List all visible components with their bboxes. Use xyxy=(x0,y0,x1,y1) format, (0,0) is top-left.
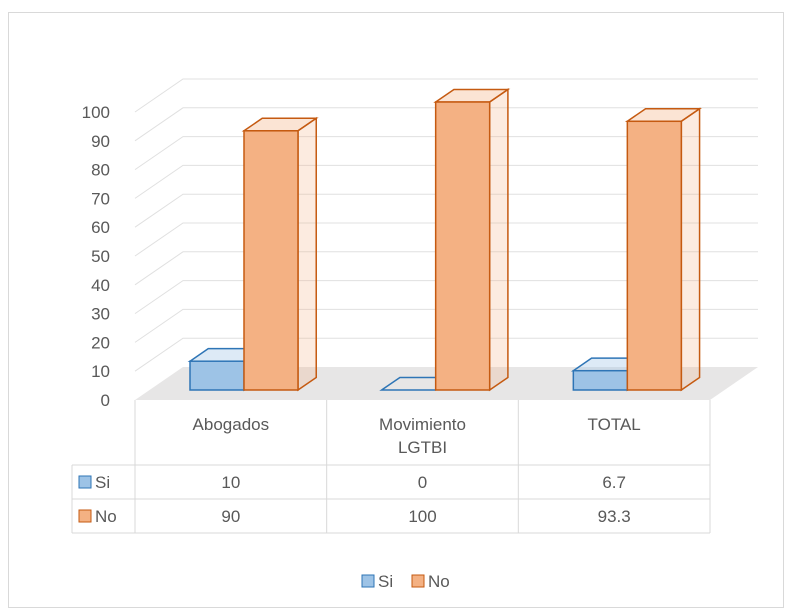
gridline xyxy=(134,308,758,343)
table-value: 100 xyxy=(408,507,436,526)
table-value: 10 xyxy=(221,473,240,492)
gridline xyxy=(134,164,758,199)
table-series-label: No xyxy=(95,507,117,526)
legend-label: Si xyxy=(378,572,393,591)
bar-front xyxy=(243,130,299,391)
table-legend-key xyxy=(78,475,92,489)
table-value: 6.7 xyxy=(602,473,626,492)
table-value: 93.3 xyxy=(598,507,631,526)
y-tick-label: 30 xyxy=(91,305,110,324)
y-tick-label: 10 xyxy=(91,362,110,381)
gridline xyxy=(134,136,758,171)
y-tick-label: 20 xyxy=(91,333,110,352)
y-tick-label: 50 xyxy=(91,247,110,266)
y-tick-label: 40 xyxy=(91,276,110,295)
legend-key xyxy=(411,574,425,588)
bar-side xyxy=(680,107,701,392)
bar-no-0 xyxy=(241,116,319,392)
y-tick-label: 100 xyxy=(82,103,110,122)
y-tick-label: 90 xyxy=(91,132,110,151)
bar-front xyxy=(626,120,683,391)
category-label: Abogados xyxy=(193,415,270,434)
y-tick-label: 0 xyxy=(101,391,110,410)
legend-label: No xyxy=(428,572,450,591)
y-tick-label: 70 xyxy=(91,189,110,208)
y-tick-label: 60 xyxy=(91,218,110,237)
table-series-label: Si xyxy=(95,473,110,492)
category-label: Movimiento LGTBI xyxy=(379,415,466,457)
bar-front xyxy=(189,360,245,391)
bar-front xyxy=(572,369,629,391)
bar-no-1 xyxy=(433,88,511,392)
gridline xyxy=(134,222,758,257)
gridline xyxy=(134,251,758,286)
table-value: 0 xyxy=(418,473,427,492)
bar-side xyxy=(488,88,509,392)
category-label: TOTAL xyxy=(588,415,641,434)
bar-front xyxy=(434,101,491,391)
bar-no-2 xyxy=(624,107,702,392)
gridline xyxy=(134,107,758,142)
legend-key xyxy=(361,574,375,588)
gridline xyxy=(134,280,758,315)
table-value: 90 xyxy=(221,507,240,526)
table-legend-key xyxy=(78,509,92,523)
gridline xyxy=(134,78,758,113)
y-tick-label: 80 xyxy=(91,161,110,180)
bar-side xyxy=(297,116,317,392)
gridline xyxy=(134,337,758,372)
gridline xyxy=(134,193,758,228)
